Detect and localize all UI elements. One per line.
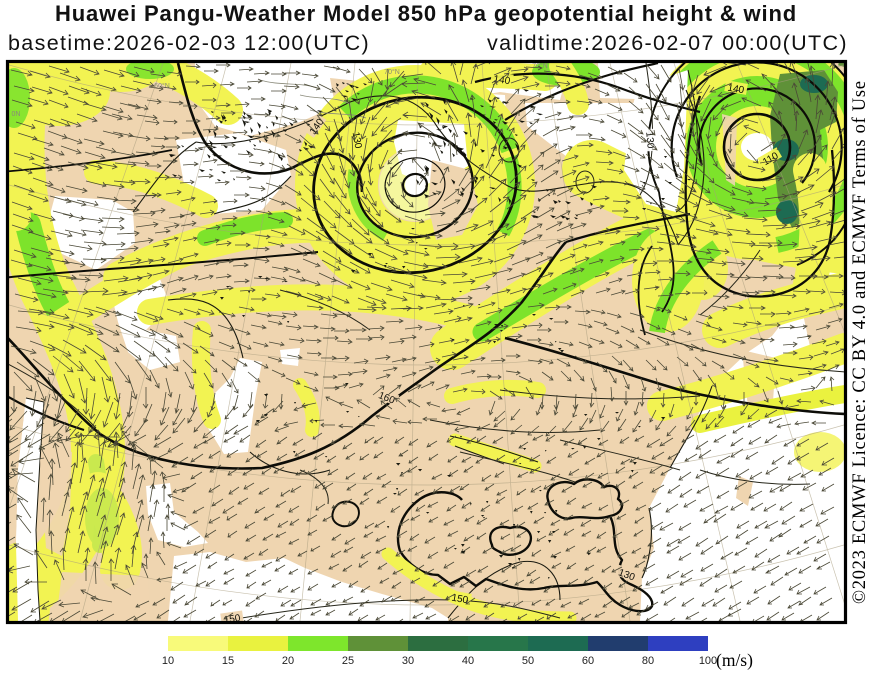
- svg-text:©2023 ECMWF Licence: CC BY 4.0: ©2023 ECMWF Licence: CC BY 4.0 and ECMWF…: [850, 81, 870, 604]
- svg-text:30: 30: [402, 655, 414, 667]
- svg-text:50: 50: [522, 655, 534, 667]
- svg-text:(m/s): (m/s): [716, 650, 753, 670]
- svg-text:60°N: 60°N: [154, 82, 170, 90]
- svg-text:150: 150: [451, 593, 470, 607]
- svg-text:10: 10: [162, 655, 174, 667]
- svg-text:20: 20: [282, 655, 294, 667]
- svg-text:70°N: 70°N: [532, 62, 548, 70]
- svg-text:60: 60: [582, 655, 594, 667]
- svg-text:140: 140: [493, 74, 511, 87]
- svg-text:130: 130: [350, 131, 364, 150]
- svg-text:140: 140: [727, 83, 746, 97]
- svg-text:40: 40: [462, 655, 474, 667]
- svg-text:70°N: 70°N: [384, 68, 400, 76]
- svg-text:80: 80: [642, 655, 654, 667]
- svg-text:100: 100: [699, 655, 717, 667]
- svg-text:15: 15: [222, 655, 234, 667]
- svg-text:0N: 0N: [12, 111, 21, 118]
- svg-text:25: 25: [342, 655, 354, 667]
- svg-text:150: 150: [223, 613, 241, 626]
- svg-text:130: 130: [643, 131, 655, 149]
